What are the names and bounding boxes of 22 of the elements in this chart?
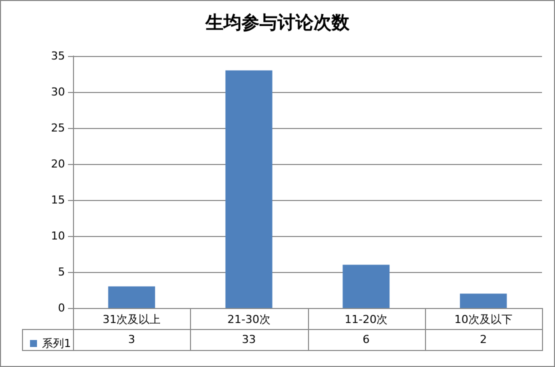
x-tick-label: 21-30次	[227, 313, 270, 326]
x-tick-label: 10次及以下	[454, 313, 512, 326]
bar	[225, 70, 272, 308]
y-tick-label: 15	[51, 194, 65, 206]
y-tick-label: 20	[51, 158, 65, 170]
chart-title: 生均参与讨论次数	[204, 12, 350, 34]
bar	[342, 264, 390, 308]
y-tick-label: 30	[51, 86, 65, 98]
x-tick-label: 31次及以上	[102, 313, 161, 326]
legend-label: 系列1	[42, 337, 71, 350]
y-tick-label: 25	[51, 122, 65, 134]
data-label: 6	[362, 332, 371, 348]
y-tick-label: 10	[51, 230, 65, 242]
y-tick-label: 5	[58, 266, 65, 278]
y-tick-label: 35	[51, 50, 65, 62]
data-label: 33	[240, 332, 257, 348]
x-tick-label: 11-20次	[344, 313, 388, 326]
bar	[460, 294, 507, 308]
y-tick-label: 0	[58, 302, 65, 314]
data-label: 3	[127, 332, 136, 348]
data-label: 2	[478, 332, 488, 348]
bar	[108, 286, 156, 308]
